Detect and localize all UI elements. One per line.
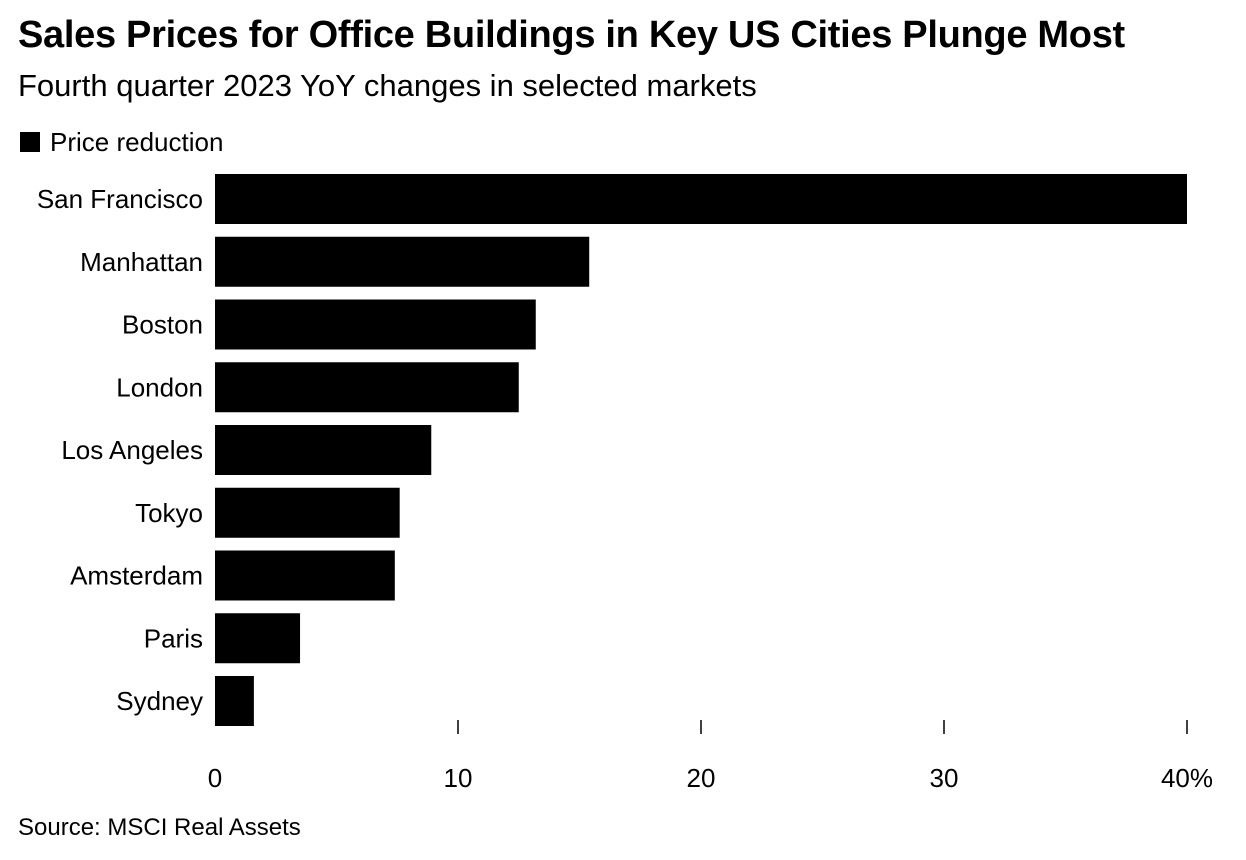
- bar-manhattan: [215, 236, 590, 287]
- bar-amsterdam: [215, 550, 395, 601]
- category-label-boston: Boston: [122, 310, 203, 340]
- chart-title: Sales Prices for Office Buildings in Key…: [18, 14, 1125, 56]
- bar-boston: [215, 299, 536, 350]
- category-label-sydney: Sydney: [116, 686, 203, 716]
- bar-san-francisco: [215, 174, 1187, 224]
- category-label-tokyo: Tokyo: [135, 498, 203, 528]
- x-tick-label-0: 0: [208, 763, 222, 793]
- bar-paris: [215, 613, 301, 664]
- category-label-san-francisco: San Francisco: [37, 184, 203, 214]
- x-tick-label-30: 30: [930, 763, 959, 793]
- bar-tokyo: [215, 487, 400, 538]
- chart-subtitle: Fourth quarter 2023 YoY changes in selec…: [18, 68, 757, 103]
- category-label-london: London: [116, 372, 203, 402]
- bar-london: [215, 362, 519, 413]
- x-tick-label-20: 20: [687, 763, 716, 793]
- x-tick-label-10: 10: [444, 763, 473, 793]
- category-label-amsterdam: Amsterdam: [70, 561, 203, 591]
- x-tick-label-40: 40%: [1161, 763, 1213, 793]
- category-label-manhattan: Manhattan: [80, 247, 203, 277]
- category-label-paris: Paris: [144, 623, 203, 653]
- legend-swatch: [20, 132, 40, 152]
- bar-los-angeles: [215, 425, 432, 475]
- legend: Price reduction: [20, 124, 223, 160]
- category-label-los-angeles: Los Angeles: [61, 435, 203, 465]
- legend-label: Price reduction: [50, 126, 224, 157]
- source-note: Source: MSCI Real Assets: [18, 814, 301, 841]
- bar-sydney: [215, 676, 254, 726]
